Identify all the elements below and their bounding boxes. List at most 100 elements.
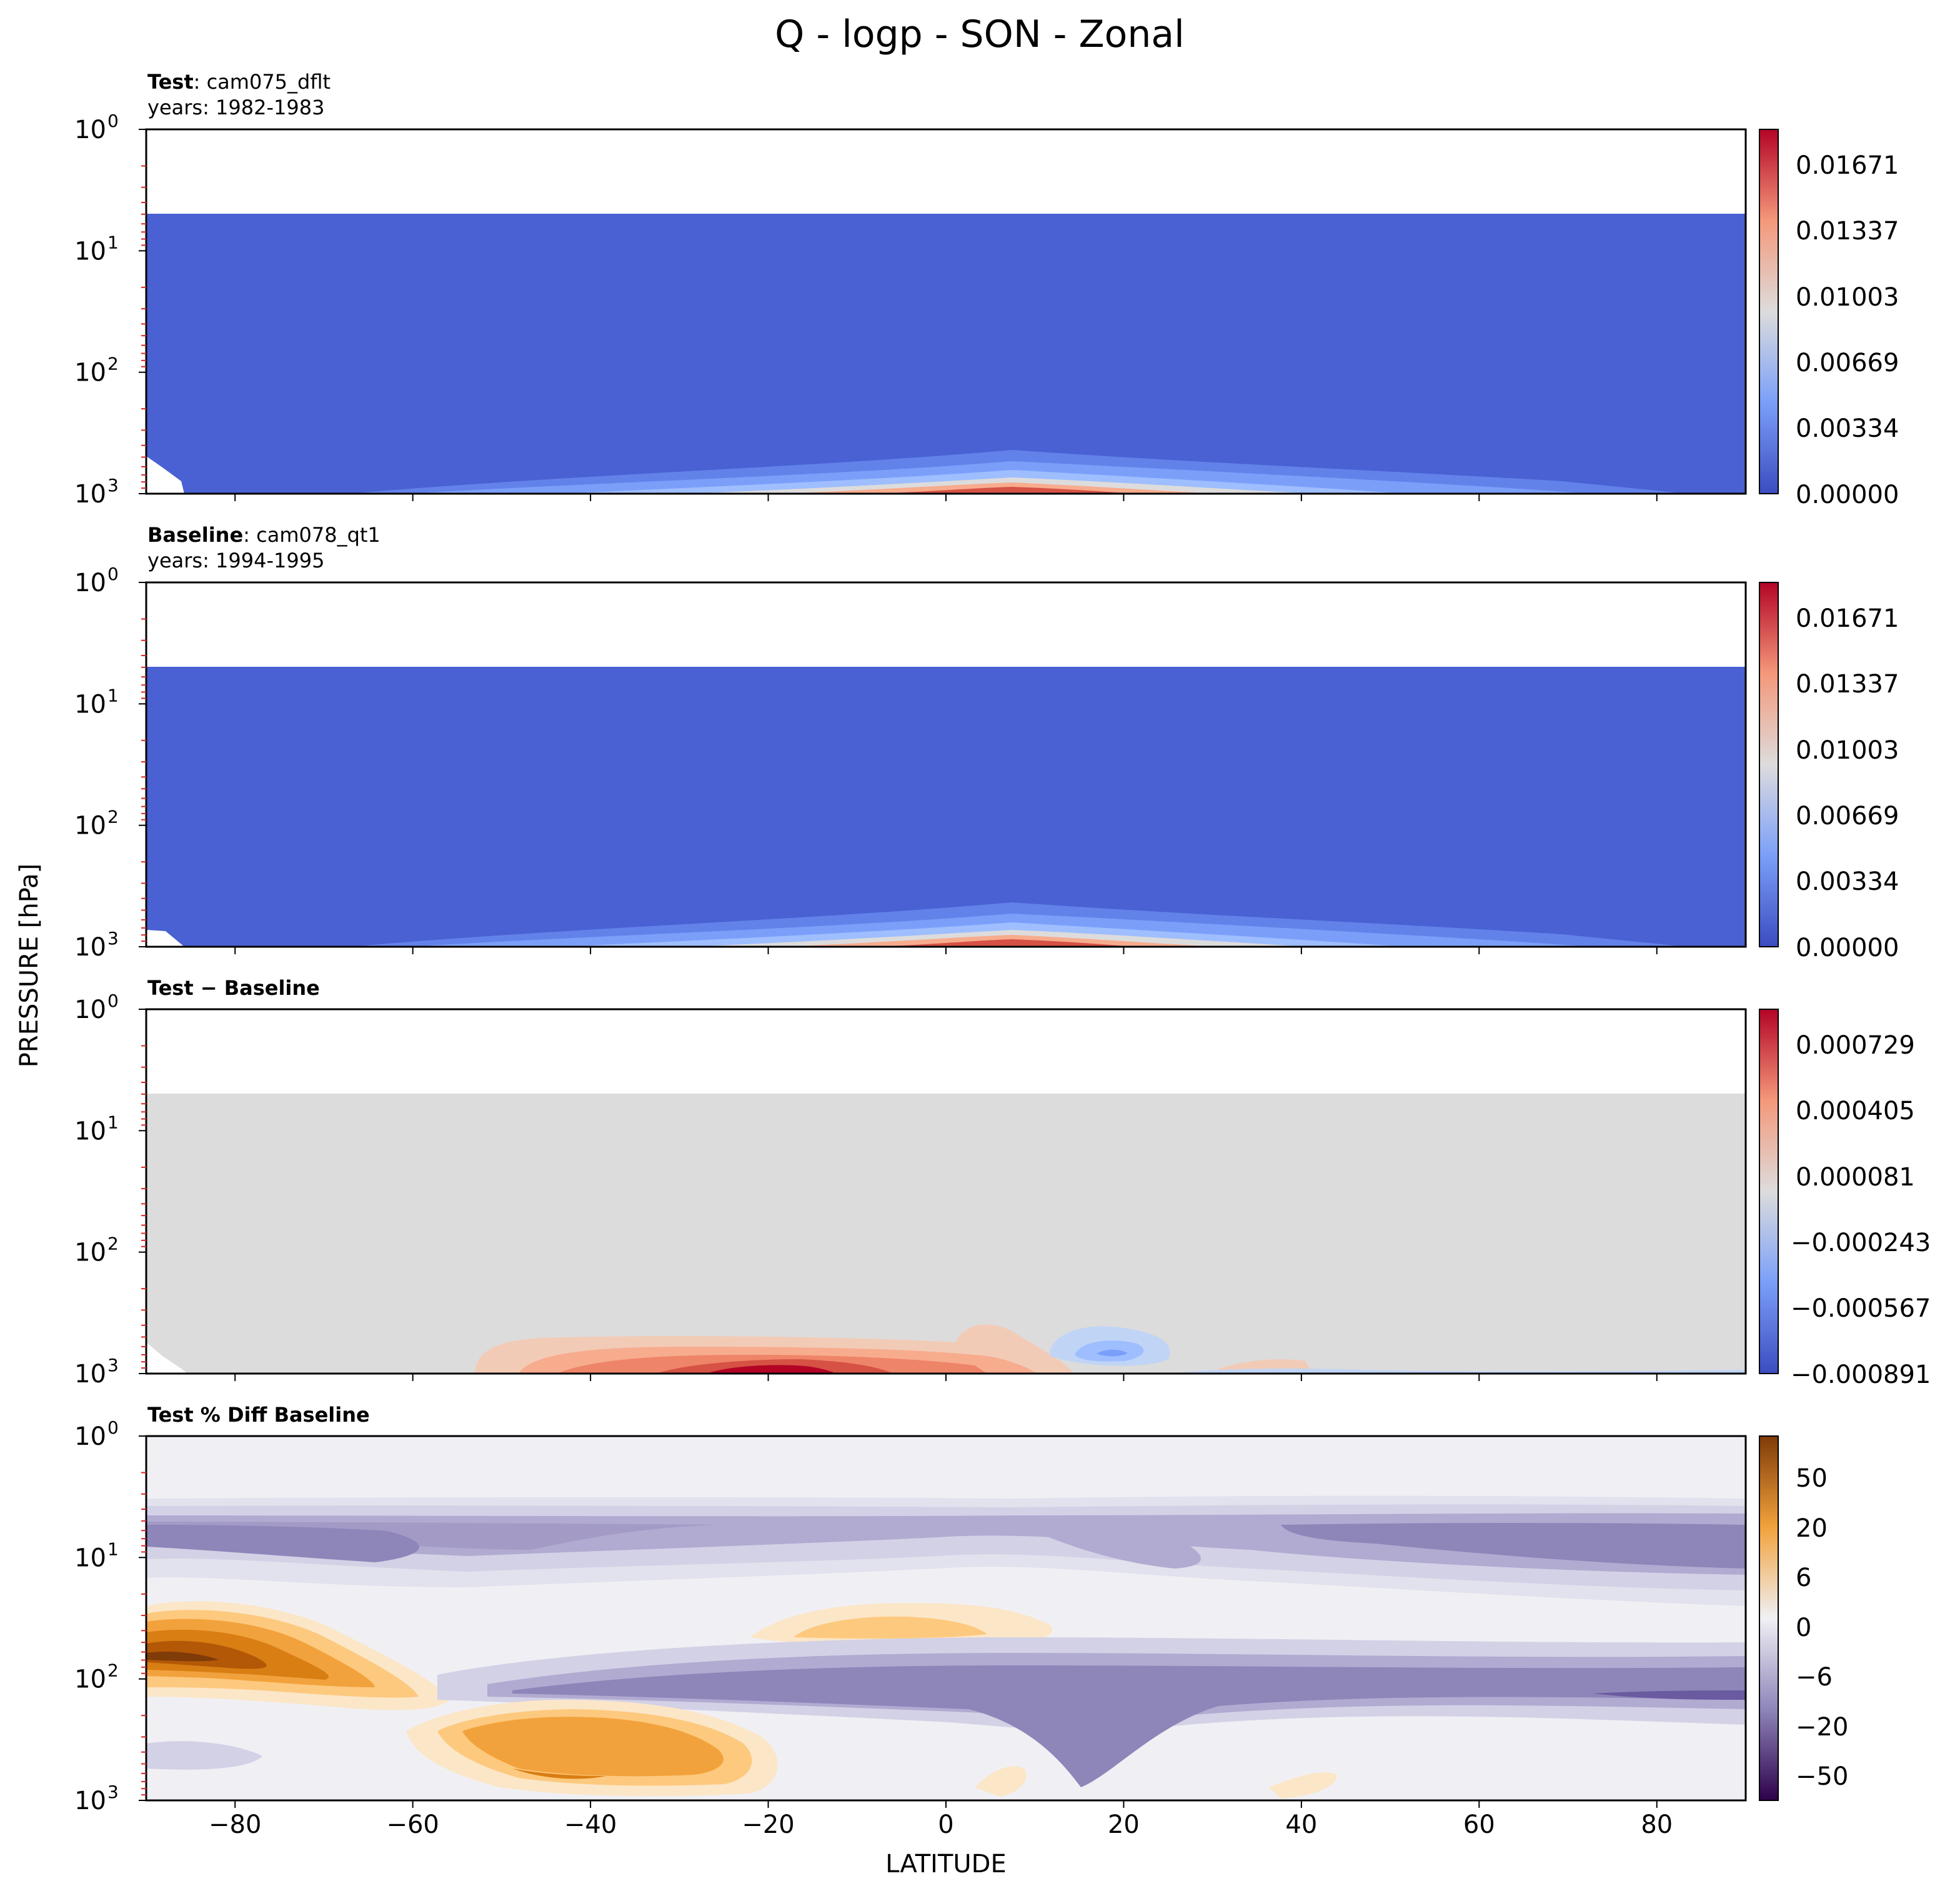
y-tick-exponent: 0 — [107, 111, 119, 131]
y-tick-exponent: 2 — [107, 354, 119, 374]
y-tick-label: 10 — [74, 569, 106, 597]
panel-pct-cb-tick: 0 — [1796, 1614, 1811, 1642]
x-tick-label: 20 — [1108, 1810, 1140, 1839]
panel-pct-field — [146, 1436, 1746, 1800]
y-tick-exponent: 1 — [107, 232, 119, 252]
panel-pct: Test % Diff Baseline — [74, 1403, 1848, 1839]
panel-test-cb-tick: 0.01671 — [1796, 151, 1899, 180]
panel-pct-subtitle: Test % Diff Baseline — [147, 1403, 370, 1427]
panel-baseline-colorbar: 0.00000 0.00334 0.00669 0.01003 0.01337 … — [1759, 582, 1899, 962]
panel-baseline-subtitle: Baseline: cam078_qt1 — [147, 523, 381, 547]
panel-diff-cb-tick: −0.000567 — [1791, 1294, 1931, 1323]
panel-test-colorbar: 0.00000 0.00334 0.00669 0.01003 0.01337 … — [1759, 129, 1899, 509]
y-tick-label: 10 — [74, 933, 106, 962]
y-tick-label: 10 — [74, 1117, 106, 1145]
y-tick-exponent: 3 — [107, 475, 119, 496]
y-axis-label: PRESSURE [hPa] — [15, 864, 44, 1067]
panel-pct-subtitle-bold: Test % Diff Baseline — [147, 1403, 370, 1427]
x-tick-label: 40 — [1285, 1810, 1317, 1839]
x-tick-label: 60 — [1463, 1810, 1495, 1839]
panel-baseline-colorbar-bar — [1759, 582, 1779, 947]
y-tick-label: 10 — [74, 812, 106, 841]
x-tick-label: −20 — [742, 1810, 794, 1839]
panel-diff-field — [146, 1094, 1746, 1374]
y-tick-label: 10 — [74, 1787, 106, 1815]
panel-baseline-cb-tick: 0.00334 — [1796, 867, 1899, 896]
y-tick-exponent: 3 — [107, 1355, 119, 1375]
panel-test-subtitle-bold: Test — [147, 70, 194, 94]
panel-baseline-cb-tick: 0.01003 — [1796, 736, 1899, 765]
y-tick-exponent: 1 — [107, 1539, 119, 1559]
panel-test-cb-tick: 0.00000 — [1796, 481, 1899, 509]
panel-test-colorbar-bar — [1759, 129, 1779, 494]
panel-test-cb-tick: 0.00334 — [1796, 414, 1899, 443]
panel-baseline-years: years: 1994-1995 — [147, 549, 324, 572]
panel-pct-x-ticks: −80 −60 −40 −20 0 20 40 60 80 — [209, 1800, 1673, 1839]
panel-diff-subtitle: Test − Baseline — [147, 976, 320, 1000]
panel-pct-cb-tick: 50 — [1796, 1464, 1828, 1493]
x-tick-label: −40 — [564, 1810, 617, 1839]
y-tick-exponent: 2 — [107, 807, 119, 827]
panel-diff-x-ticks — [234, 1374, 1658, 1381]
y-tick-label: 10 — [74, 690, 106, 719]
panel-baseline-field — [146, 667, 1746, 947]
panel-baseline-cb-tick: 0.00000 — [1796, 934, 1899, 962]
panel-test-cb-tick: 0.01003 — [1796, 283, 1899, 312]
panel-pct-cb-tick: −20 — [1796, 1713, 1848, 1742]
panel-baseline-cb-tick: 0.01337 — [1796, 670, 1899, 699]
panel-test: Test: cam075_dflt years: 1982-1983 0.000… — [74, 70, 1899, 509]
panel-baseline-x-ticks — [234, 947, 1658, 954]
y-tick-exponent: 0 — [107, 564, 119, 584]
panel-diff-cb-tick: 0.000081 — [1796, 1163, 1915, 1192]
y-tick-label: 10 — [74, 480, 106, 509]
y-tick-exponent: 0 — [107, 1417, 119, 1438]
panel-pct-cb-tick: −50 — [1796, 1762, 1848, 1791]
panel-test-x-ticks — [234, 494, 1658, 501]
panel-diff-colorbar-bar — [1759, 1009, 1779, 1374]
panel-diff-cb-tick: 0.000729 — [1796, 1031, 1915, 1060]
panel-pct-colorbar: 50 20 6 0 −6 −20 −50 — [1759, 1435, 1848, 1801]
y-tick-exponent: 2 — [107, 1234, 119, 1254]
panel-pct-cb-tick: 20 — [1796, 1514, 1828, 1543]
panel-baseline: Baseline: cam078_qt1 years: 1994-1995 0.… — [74, 523, 1899, 962]
x-axis-label: LATITUDE — [885, 1850, 1006, 1879]
panel-diff-colorbar: −0.000891 −0.000567 −0.000243 0.000081 0… — [1759, 1009, 1931, 1389]
panel-test-years: years: 1982-1983 — [147, 96, 324, 119]
y-tick-label: 10 — [74, 237, 106, 266]
y-tick-exponent: 1 — [107, 1112, 119, 1132]
y-tick-label: 10 — [74, 1544, 106, 1572]
y-tick-label: 10 — [74, 116, 106, 144]
x-tick-label: −80 — [209, 1810, 261, 1839]
panel-baseline-cb-tick: 0.00669 — [1796, 802, 1899, 831]
y-tick-label: 10 — [74, 1360, 106, 1389]
panel-test-cb-tick: 0.00669 — [1796, 349, 1899, 377]
panel-baseline-subtitle-bold: Baseline — [147, 523, 243, 547]
y-tick-label: 10 — [74, 359, 106, 387]
panel-test-subtitle: Test: cam075_dflt — [147, 70, 331, 94]
panel-diff-subtitle-bold: Test − Baseline — [147, 976, 320, 1000]
y-tick-label: 10 — [74, 1239, 106, 1267]
y-tick-exponent: 1 — [107, 685, 119, 706]
panel-baseline-cb-tick: 0.01671 — [1796, 604, 1899, 633]
panel-diff: Test − Baseline −0.000891 −0.000567 −0.0… — [74, 976, 1931, 1389]
y-tick-exponent: 2 — [107, 1660, 119, 1681]
panel-test-field — [146, 214, 1746, 494]
x-tick-label: 0 — [938, 1810, 953, 1839]
panel-test-cb-tick: 0.01337 — [1796, 217, 1899, 246]
y-tick-exponent: 3 — [107, 1782, 119, 1802]
panel-test-subtitle-rest: : cam075_dflt — [194, 70, 331, 94]
y-tick-label: 10 — [74, 1422, 106, 1451]
y-tick-label: 10 — [74, 1665, 106, 1694]
panel-pct-colorbar-bar — [1759, 1435, 1779, 1801]
panel-diff-cb-tick: −0.000891 — [1791, 1360, 1931, 1389]
y-tick-label: 10 — [74, 995, 106, 1024]
x-tick-label: −60 — [386, 1810, 439, 1839]
figure-title: Q - logp - SON - Zonal — [775, 12, 1185, 56]
panel-pct-cb-tick: −6 — [1796, 1663, 1833, 1692]
panel-baseline-subtitle-rest: : cam078_qt1 — [243, 523, 381, 547]
panel-diff-cb-tick: −0.000243 — [1791, 1229, 1931, 1257]
